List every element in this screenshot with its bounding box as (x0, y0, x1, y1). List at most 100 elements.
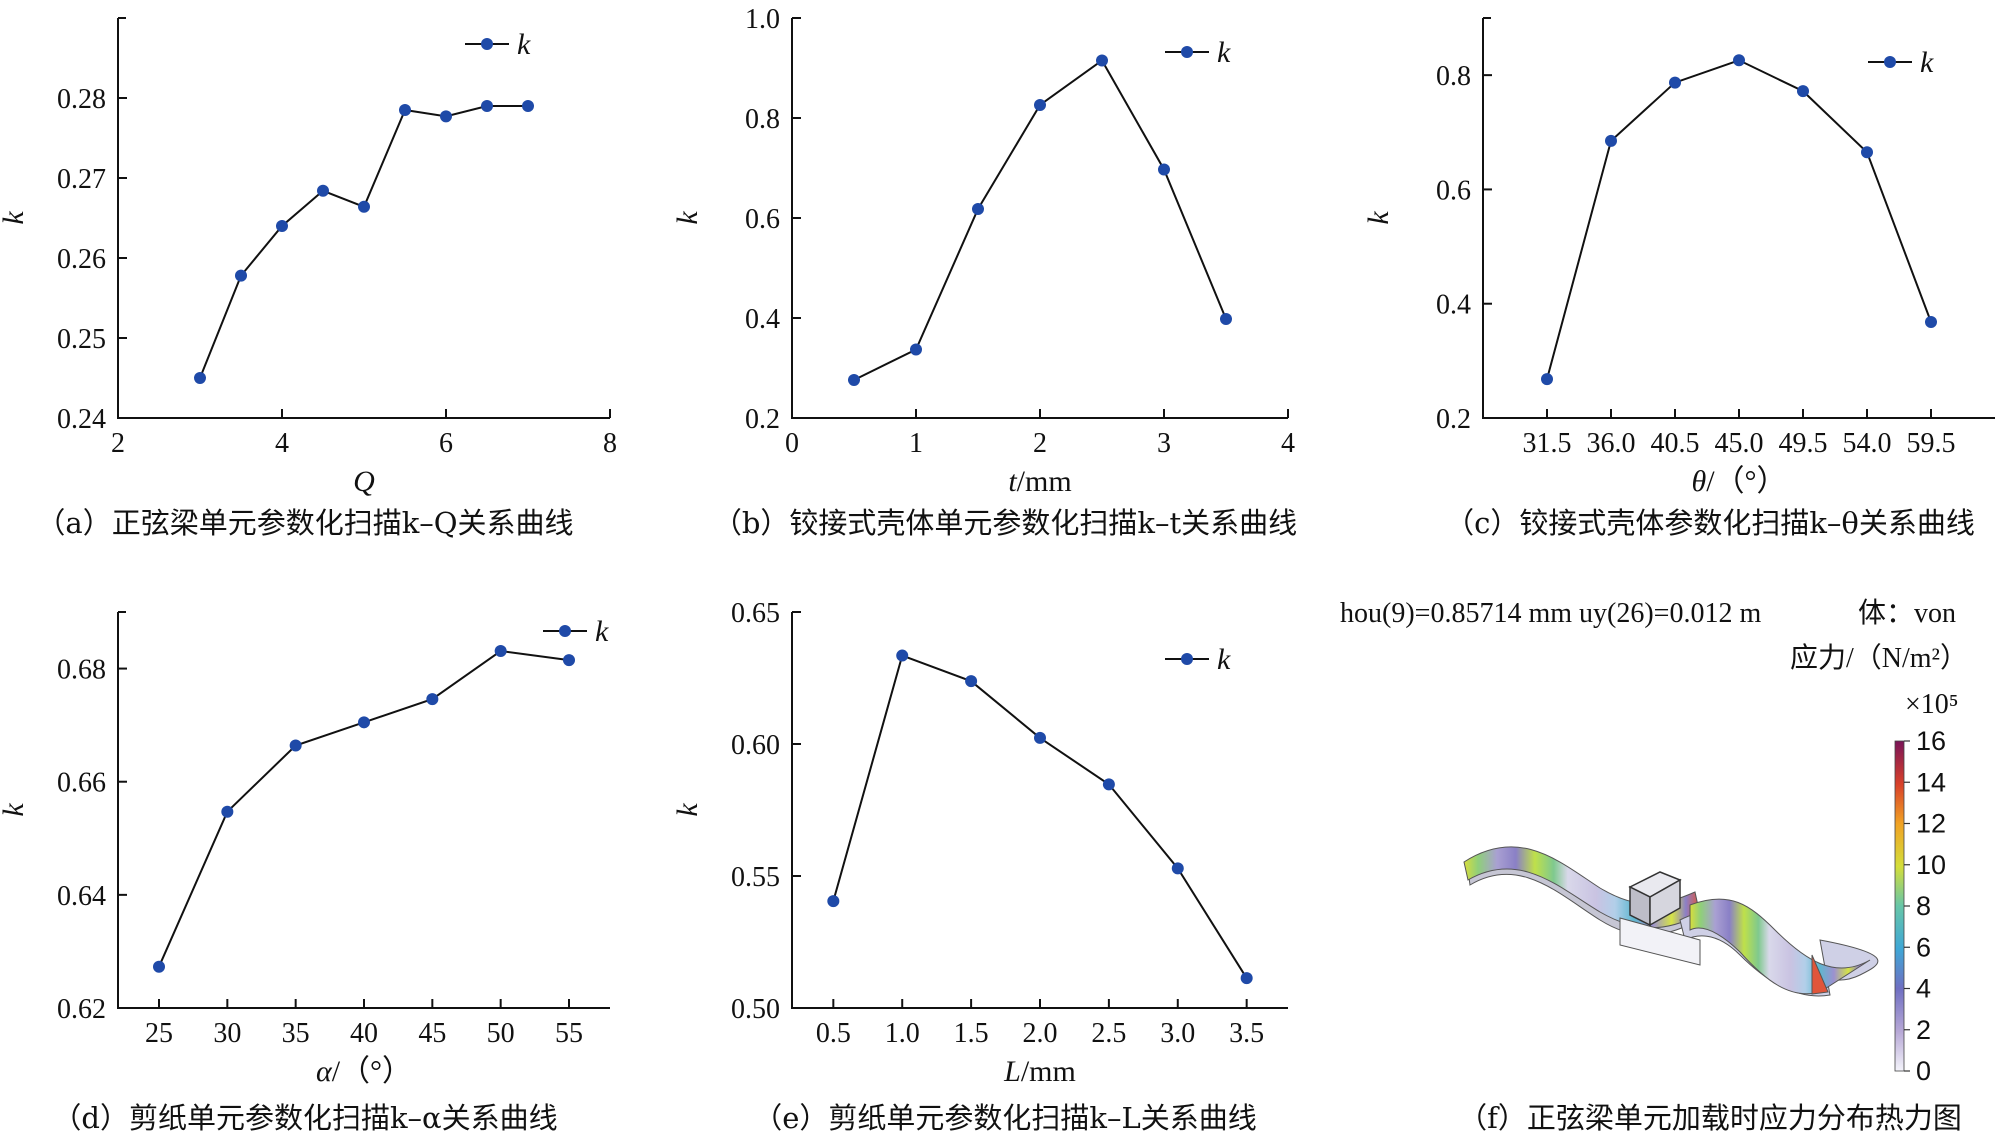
data-point (358, 200, 370, 213)
x-tick-label: 3.0 (1160, 1018, 1195, 1049)
data-point (910, 343, 922, 356)
x-tick-label: 59.5 (1907, 428, 1956, 459)
data-point (399, 104, 411, 116)
y-tick-label: 0.28 (57, 84, 106, 115)
x-tick-label: 50 (487, 1018, 515, 1049)
x-tick-label: 2 (1033, 428, 1047, 459)
axis-frame (791, 18, 1288, 419)
x-tick-label: 45.0 (1715, 428, 1764, 459)
y-tick-label: 0.8 (1436, 61, 1471, 92)
axis-frame (117, 18, 610, 419)
data-point (1541, 373, 1553, 386)
chart-e-plot: 0.5 1.0 1.5 2.0 2.5 3.0 3.5 0.50 0.55 0.60 0.65 L/m… (671, 598, 1288, 1088)
data-point (1925, 316, 1937, 328)
colorbar-tick-label: 16 (1916, 726, 1946, 756)
x-tick-label: 55 (555, 1018, 583, 1049)
x-tick-label: 0.5 (816, 1018, 851, 1049)
x-tick-label: 40 (350, 1018, 378, 1049)
x-tick-label: 6 (439, 428, 453, 459)
x-axis-label: θ/（°） (1691, 465, 1786, 498)
y-tick-label: 0.6 (745, 204, 780, 235)
chart-e-caption: （e）剪纸单元参数化扫描k–L关系曲线 (753, 1101, 1257, 1135)
chart-b-caption: （b）铰接式壳体单元参数化扫描k–t关系曲线 (713, 506, 1297, 540)
heatmap-panel-f: hou(9)=0.85714 mm uy(26)=0.012 m 体：von 应… (1340, 597, 1968, 1135)
series-line (832, 654, 1248, 979)
data-point (317, 184, 329, 197)
chart-panel-b: 0 1 2 3 4 0.2 0.4 0.6 0.8 1.0 t/mm k k （b）铰接式壳体单元参数化… (671, 4, 1297, 540)
y-tick-label: 0.26 (57, 244, 106, 275)
y-axis-label: k (1362, 211, 1395, 225)
legend-label: k (1920, 46, 1934, 79)
x-axis-label: L/mm (1003, 1055, 1076, 1088)
axis-frame (791, 612, 1288, 1009)
data-point (494, 645, 507, 658)
data-point (1096, 54, 1108, 67)
data-point (827, 895, 840, 908)
heatmap-units-label: 应力/（N/m²） (1790, 642, 1968, 674)
series-line (158, 649, 570, 968)
y-tick-label: 0.62 (57, 994, 106, 1025)
y-tick-label: 0.55 (731, 862, 780, 893)
data-point (848, 374, 860, 386)
colorbar-tick-label: 6 (1916, 932, 1931, 962)
data-point (358, 716, 370, 729)
data-point (235, 269, 247, 282)
chart-a-plot: 2 4 6 8 0.24 0.25 0.26 0.27 0.28 Qk k (0, 17, 617, 498)
data-point (194, 372, 206, 384)
colorbar-tick-label: 10 (1916, 850, 1946, 880)
chart-d-plot: 25 30 35 40 45 50 55 0.62 0.64 0.66 0.68 α/（°） k k (0, 611, 610, 1088)
legend-marker (1181, 46, 1193, 58)
x-tick-label: 25 (145, 1018, 173, 1049)
data-point (1034, 731, 1046, 744)
data-point (1605, 134, 1617, 147)
data-point (1102, 778, 1115, 791)
y-axis-label: k (671, 803, 704, 817)
data-point (896, 649, 909, 662)
colorbar-tick-label: 14 (1916, 767, 1946, 797)
legend-marker (1181, 653, 1193, 665)
x-tick-label: 54.0 (1843, 428, 1892, 459)
x-tick-label: 3.5 (1229, 1018, 1264, 1049)
load-block-side (1649, 878, 1681, 927)
data-point (276, 220, 288, 232)
y-tick-label: 0.50 (731, 994, 780, 1025)
x-tick-label: 2.5 (1091, 1018, 1126, 1049)
x-tick-label: 49.5 (1779, 428, 1828, 459)
chart-b-plot: 0 1 2 3 4 0.2 0.4 0.6 0.8 1.0 t/mm k k (671, 4, 1295, 498)
axis-frame (1482, 18, 1995, 419)
x-tick-label: 31.5 (1523, 428, 1572, 459)
x-axis-label: t/mm (1008, 465, 1071, 498)
chart-d-caption: （d）剪纸单元参数化扫描k–α关系曲线 (52, 1101, 557, 1135)
x-tick-label: 45 (418, 1018, 446, 1049)
y-tick-label: 0.4 (745, 304, 780, 335)
chart-panel-e: 0.5 1.0 1.5 2.0 2.5 3.0 3.5 0.50 0.55 0.60 0.65 L/m… (671, 598, 1288, 1135)
beam-illustration (1463, 846, 1879, 997)
data-point (481, 100, 493, 112)
legend-label: k (517, 28, 531, 61)
y-tick-label: 0.4 (1436, 290, 1471, 321)
y-tick-label: 0.66 (57, 768, 106, 799)
heatmap-header-text: hou(9)=0.85714 mm uy(26)=0.012 m (1340, 598, 1761, 629)
heatmap-header-right: 体：von (1858, 597, 1956, 629)
x-tick-label: 4 (1281, 428, 1295, 459)
chart-a-caption: （a）正弦梁单元参数化扫描k–Q关系曲线 (36, 506, 573, 540)
y-tick-label: 0.25 (57, 324, 106, 355)
data-point (426, 693, 439, 706)
y-tick-label: 0.27 (57, 164, 106, 195)
y-tick-label: 0.6 (1436, 175, 1471, 206)
data-point (1797, 85, 1809, 98)
data-point (563, 654, 575, 667)
data-point (153, 960, 165, 973)
legend-label: k (595, 615, 609, 648)
colorbar (1894, 740, 1905, 1072)
beam-right-top (1689, 898, 1871, 995)
chart-c-caption: （c）铰接式壳体参数化扫描k–θ关系曲线 (1445, 506, 1975, 540)
colorbar-tick-label: 8 (1916, 891, 1931, 921)
heatmap-caption: （f）正弦梁单元加载时应力分布热力图 (1458, 1101, 1962, 1135)
x-axis-label: Q (353, 465, 375, 498)
y-tick-label: 0.8 (745, 104, 780, 135)
beam-right-tip (1811, 954, 1829, 995)
series-line (199, 105, 528, 379)
y-axis-label: k (0, 211, 30, 225)
